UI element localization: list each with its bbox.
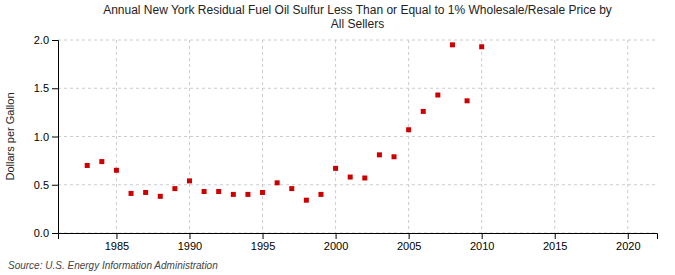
source: Source: U.S. Energy Information Administ… [8, 260, 218, 271]
point [245, 192, 250, 197]
tick-mark [628, 233, 629, 239]
grid-line [58, 88, 657, 89]
tick-label: 0.5 [34, 179, 49, 191]
y-axis-title: Dollars per Gallon [4, 92, 16, 180]
tick-mark [52, 185, 58, 186]
points [85, 42, 484, 202]
point [348, 175, 353, 180]
grid-line [481, 40, 482, 233]
tick-label: 1990 [178, 240, 202, 252]
grid-line [189, 40, 190, 233]
tick-mark [116, 233, 117, 239]
point [421, 109, 426, 114]
tick-mark [52, 88, 58, 89]
chart: 1985 1990 1995 2000 2005 2010 2015 2020 0.0 0.5 1.… [0, 0, 675, 275]
point [304, 198, 309, 203]
point [187, 178, 192, 183]
tick-mark [263, 233, 264, 239]
point [333, 166, 338, 171]
grid-line [554, 40, 555, 233]
grid [58, 40, 657, 233]
title: Annual New York Residual Fuel Oil Sulfur… [103, 3, 612, 31]
tick: 2010 [470, 233, 494, 252]
grid-line [58, 136, 657, 137]
tick-label: 2010 [470, 240, 494, 252]
tick: 2015 [543, 233, 567, 252]
tick-mark [52, 233, 58, 234]
point [362, 175, 367, 180]
tick: 1990 [178, 233, 202, 252]
point [479, 44, 484, 49]
axis-line [52, 41, 59, 234]
point [465, 98, 470, 103]
tick-label: 2000 [324, 240, 348, 252]
point [392, 154, 397, 159]
point [143, 190, 148, 195]
point [129, 191, 134, 196]
tick: 2000 [324, 233, 348, 252]
tick-label: 1995 [251, 240, 275, 252]
tick-mark [52, 137, 58, 138]
grid-line [58, 184, 657, 185]
tick-mark [52, 40, 58, 41]
tick: 2.0 [34, 34, 58, 46]
tick: 1.5 [34, 82, 58, 94]
point [158, 194, 163, 199]
point [202, 189, 207, 194]
point [99, 159, 104, 164]
tick-mark [189, 233, 190, 239]
tick: 1995 [251, 233, 275, 252]
x-axis: 1985 1990 1995 2000 2005 2010 2015 2020 [59, 233, 658, 252]
tick-mark [336, 233, 337, 239]
point [216, 189, 221, 194]
point [406, 127, 411, 132]
point [275, 180, 280, 185]
tick-label: 2005 [397, 240, 421, 252]
tick: 1985 [105, 233, 129, 252]
point [435, 93, 440, 98]
tick: 0.5 [34, 179, 58, 191]
tick-label: 1985 [105, 240, 129, 252]
tick-label: 1.5 [34, 82, 49, 94]
point [85, 163, 90, 168]
axis-line [59, 234, 658, 240]
tick: 2020 [616, 233, 640, 252]
tick: 2005 [397, 233, 421, 252]
grid-line [58, 40, 657, 41]
plot: 1985 1990 1995 2000 2005 2010 2015 2020 0.0 0.5 1.… [34, 34, 658, 252]
tick-mark [409, 233, 410, 239]
tick-label: 2.0 [34, 34, 49, 46]
y-axis: 0.0 0.5 1.0 1.5 2.0 [34, 34, 59, 239]
tick-mark [555, 233, 556, 239]
point [114, 168, 119, 173]
tick: 1.0 [34, 131, 58, 143]
tick-label: 2020 [616, 240, 640, 252]
tick-label: 0.0 [34, 227, 49, 239]
point [172, 186, 177, 191]
point [450, 42, 455, 47]
tick: 0.0 [34, 227, 58, 239]
tick-label: 2015 [543, 240, 567, 252]
point [377, 152, 382, 157]
point [231, 192, 236, 197]
point [318, 192, 323, 197]
grid-line [116, 40, 117, 233]
tick-label: 1.0 [34, 131, 49, 143]
point [289, 186, 294, 191]
tick-mark [482, 233, 483, 239]
point [260, 190, 265, 195]
